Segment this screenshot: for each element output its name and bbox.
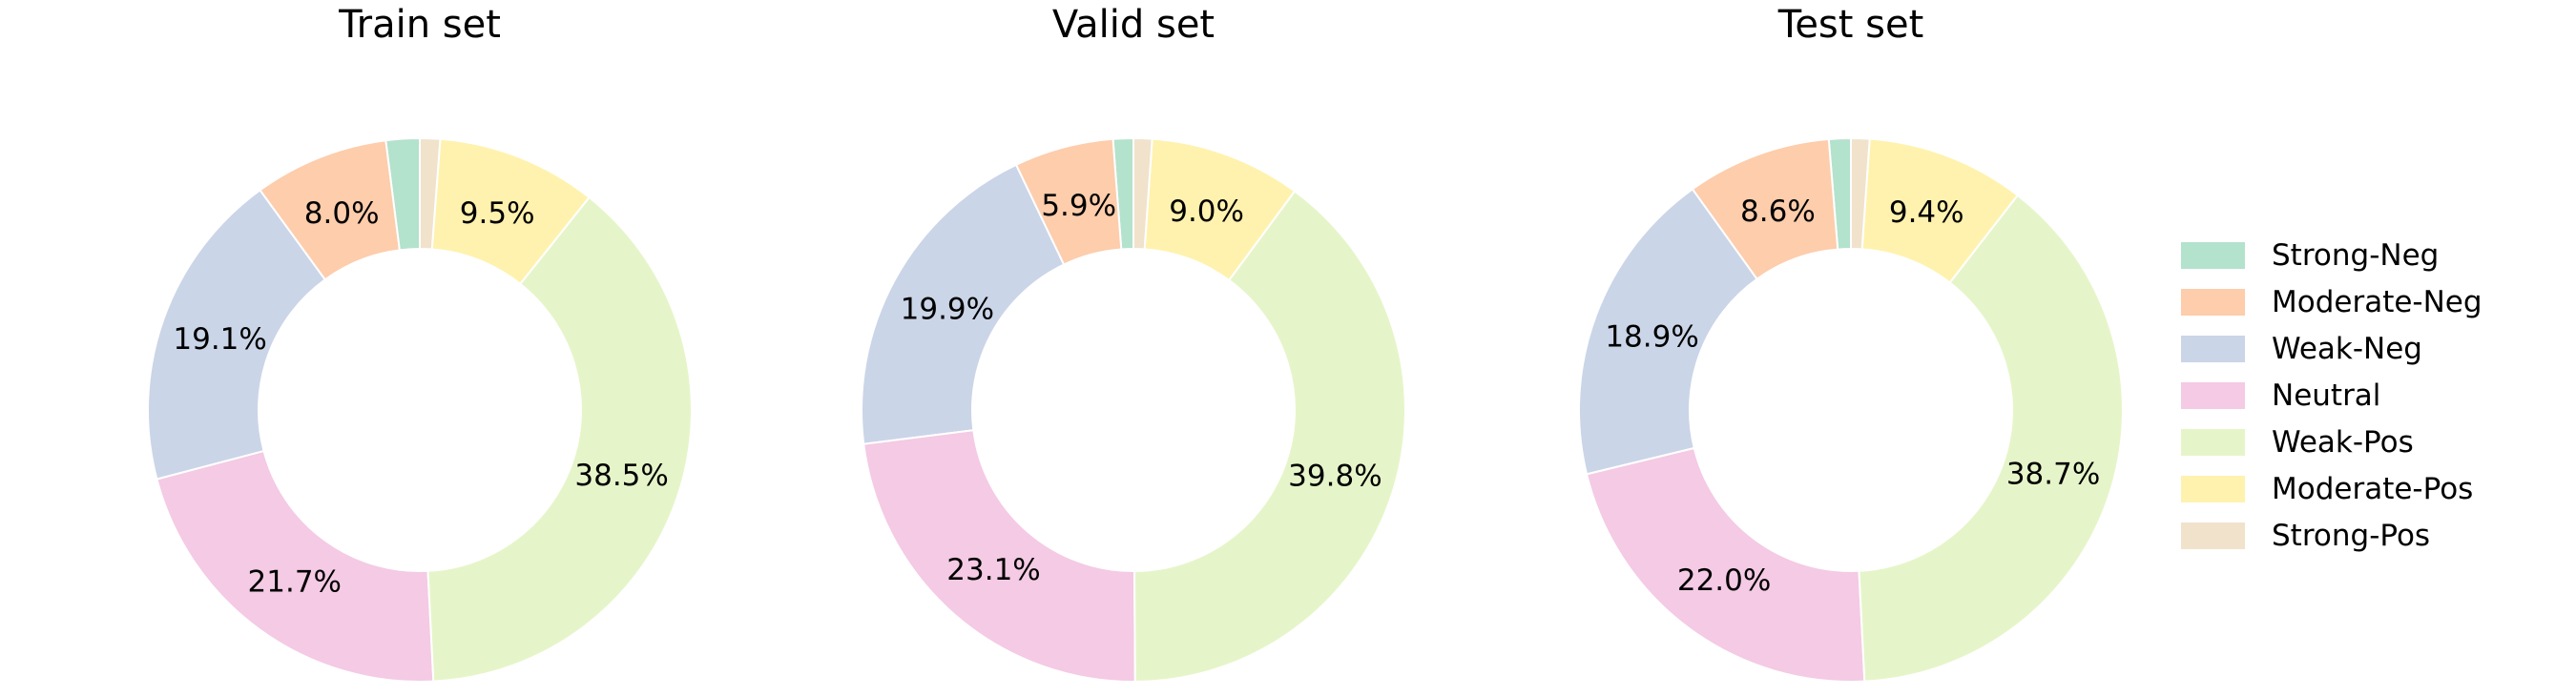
legend-label: Weak-Neg <box>2272 331 2422 366</box>
pie-slice-weak-pos <box>1858 194 2124 683</box>
legend: Strong-Neg Moderate-Neg Weak-Neg Neutral… <box>2181 237 2483 553</box>
legend-item: Weak-Neg <box>2181 331 2483 366</box>
legend-item: Strong-Neg <box>2181 237 2483 273</box>
pct-label-weak-neg: 19.1% <box>173 322 266 357</box>
pie-slice-weak-neg <box>1577 188 1758 476</box>
pct-label-neutral: 21.7% <box>248 564 342 599</box>
pie-slice-strong-pos <box>1850 137 1871 251</box>
pie-slice-neutral <box>156 450 435 683</box>
legend-item: Neutral <box>2181 378 2483 413</box>
pie-slice-weak-pos <box>426 196 693 683</box>
chart-title-valid: Valid set <box>1051 3 1215 47</box>
pct-label-weak-neg: 18.9% <box>1605 320 1698 355</box>
pct-label-moderate-pos: 9.5% <box>460 196 535 231</box>
pct-label-neutral: 23.1% <box>946 553 1040 587</box>
pct-label-moderate-pos: 9.0% <box>1169 194 1244 229</box>
pie-slice-strong-pos <box>1132 137 1153 251</box>
legend-item: Moderate-Neg <box>2181 284 2483 319</box>
legend-label: Neutral <box>2272 378 2381 413</box>
pie-chart-valid: Valid set 5.9% 19.9% 23.1% 39.8% 9.0% <box>847 0 1420 687</box>
donut-train: 8.0% 19.1% 21.7% 38.5% 9.5% <box>147 137 693 683</box>
pct-label-weak-pos: 38.7% <box>2006 458 2100 492</box>
pct-label-weak-neg: 19.9% <box>901 292 994 326</box>
pct-label-weak-pos: 39.8% <box>1288 460 1381 494</box>
donut-test: 8.6% 18.9% 22.0% 38.7% 9.4% <box>1577 137 2124 683</box>
pie-chart-train: Train set 8.0% 19.1% 21.7% 38.5% 9.5% <box>134 0 706 687</box>
legend-swatch-weak-neg <box>2181 336 2245 362</box>
legend-swatch-moderate-neg <box>2181 289 2245 316</box>
pie-slice-neutral <box>1586 446 1866 683</box>
legend-item: Weak-Pos <box>2181 424 2483 460</box>
chart-title-test: Test set <box>1777 3 1924 47</box>
pct-label-neutral: 22.0% <box>1677 563 1771 598</box>
pie-slice-strong-pos <box>419 137 442 251</box>
legend-swatch-neutral <box>2181 382 2245 409</box>
chart-title-train: Train set <box>339 3 501 47</box>
legend-label: Weak-Pos <box>2272 424 2414 460</box>
pct-label-weak-pos: 38.5% <box>574 459 668 493</box>
donut-valid: 5.9% 19.9% 23.1% 39.8% 9.0% <box>861 137 1406 683</box>
legend-label: Moderate-Neg <box>2272 284 2483 319</box>
legend-swatch-weak-pos <box>2181 429 2245 456</box>
pie-slice-weak-pos <box>1133 190 1406 683</box>
legend-label: Strong-Neg <box>2272 237 2440 273</box>
legend-swatch-strong-pos <box>2181 522 2245 549</box>
legend-label: Moderate-Pos <box>2272 471 2474 506</box>
legend-label: Strong-Pos <box>2272 518 2431 553</box>
pie-slice-weak-neg <box>147 189 326 481</box>
pct-label-moderate-neg: 5.9% <box>1041 189 1116 223</box>
legend-swatch-moderate-pos <box>2181 476 2245 502</box>
pct-label-moderate-neg: 8.0% <box>304 196 380 231</box>
pct-label-moderate-pos: 9.4% <box>1889 195 1964 230</box>
legend-item: Moderate-Pos <box>2181 471 2483 506</box>
pct-label-moderate-neg: 8.6% <box>1740 194 1816 229</box>
pie-chart-test: Test set 8.6% 18.9% 22.0% 38.7% 9.4% <box>1565 0 2137 687</box>
pie-slice-weak-neg <box>861 163 1066 445</box>
legend-swatch-strong-neg <box>2181 242 2245 269</box>
legend-item: Strong-Pos <box>2181 518 2483 553</box>
pie-slice-neutral <box>862 429 1136 683</box>
